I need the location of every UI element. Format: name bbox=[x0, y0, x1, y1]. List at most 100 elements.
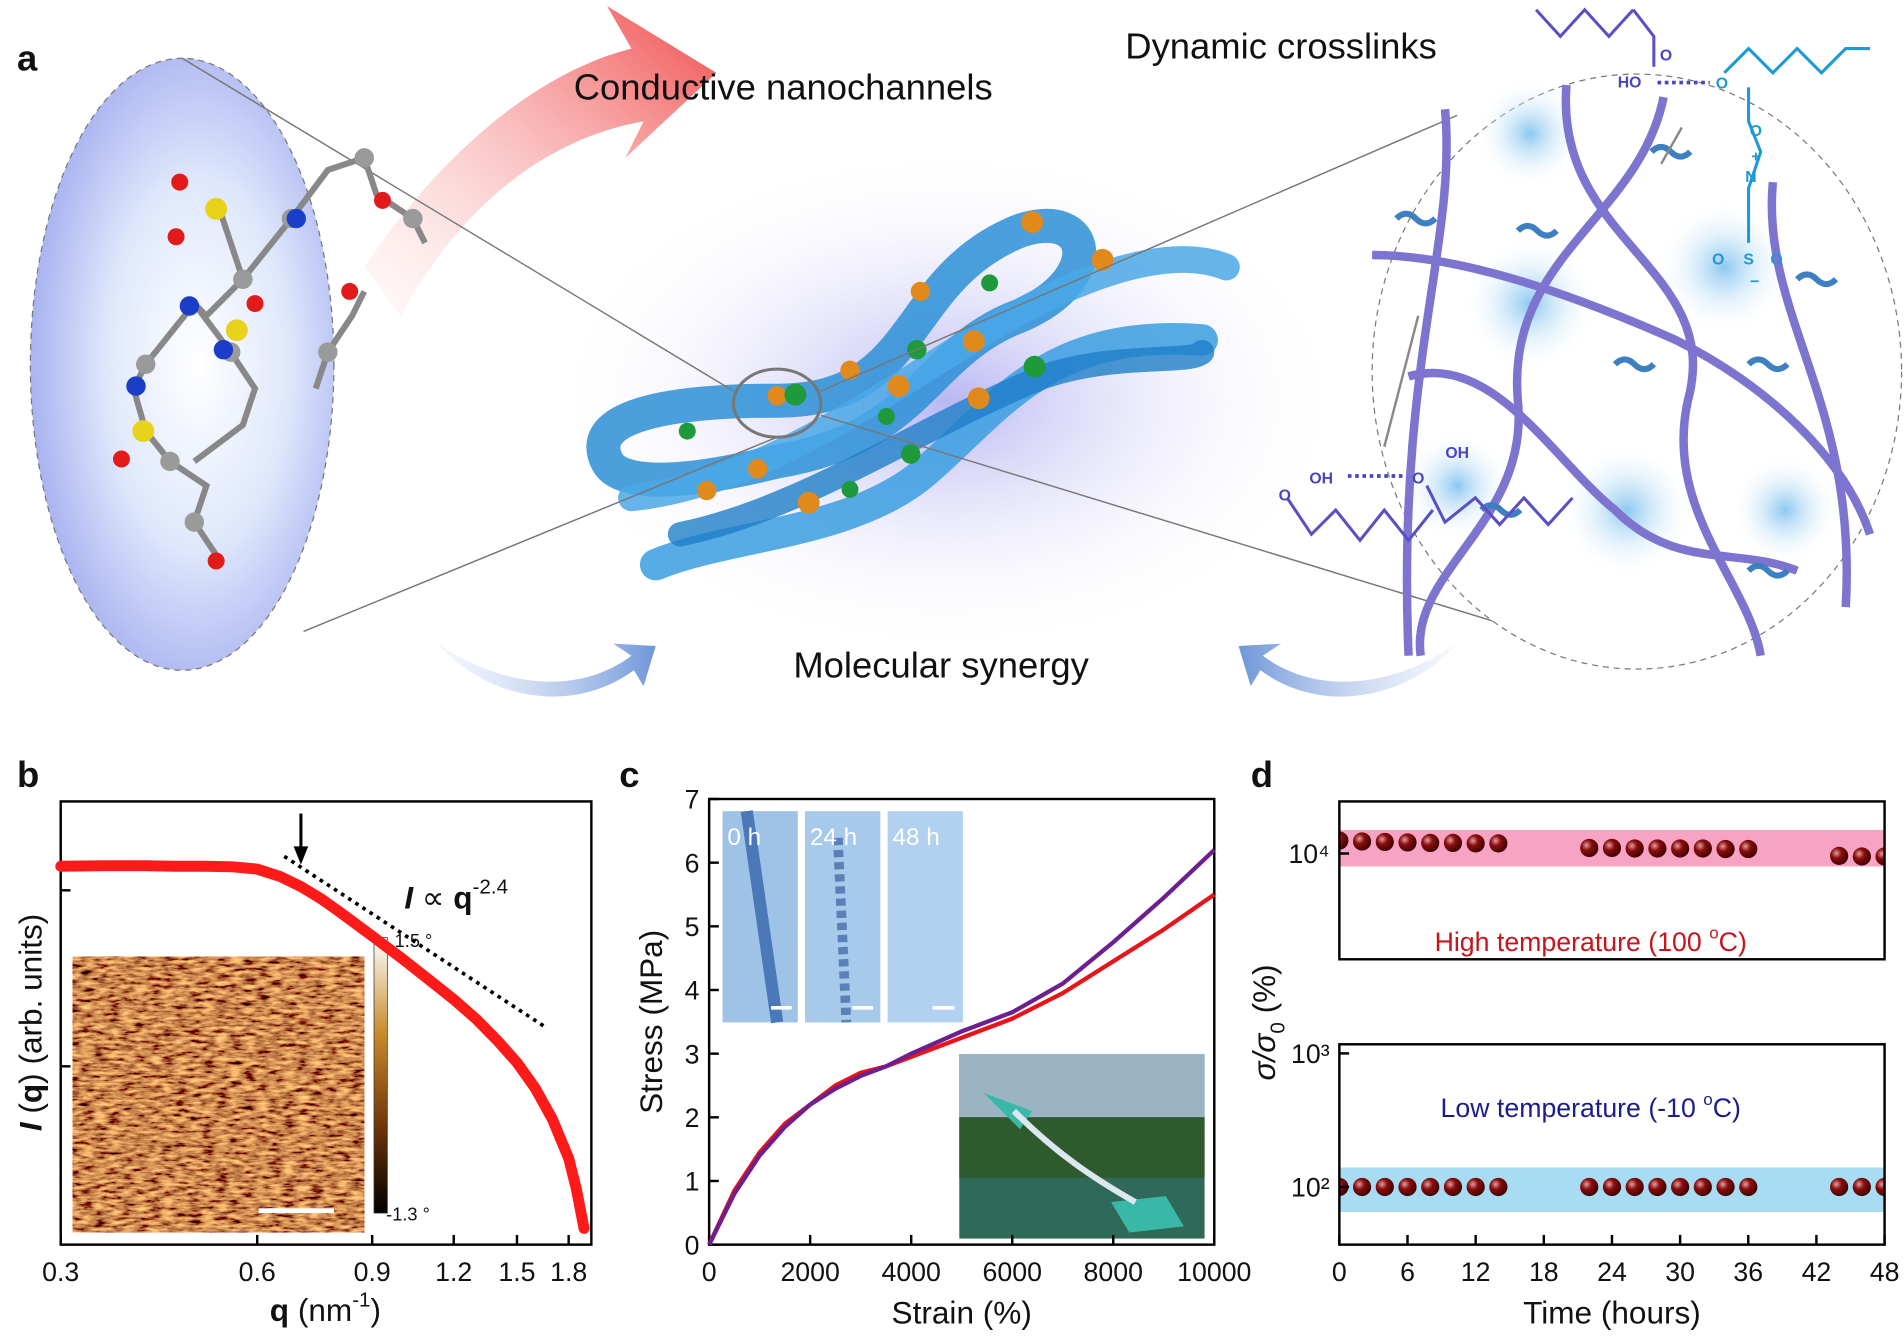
point bbox=[1625, 839, 1644, 858]
chem-label: O bbox=[1712, 252, 1724, 269]
y-tick-label: 3 bbox=[685, 1039, 700, 1069]
point bbox=[1875, 1177, 1885, 1197]
zoom-lines bbox=[181, 57, 1567, 645]
point bbox=[1716, 1177, 1735, 1197]
fiber bbox=[740, 810, 784, 1024]
pointer-arrows bbox=[1383, 126, 1683, 448]
stress-curve bbox=[707, 848, 1216, 1246]
y-tick-label: 1 bbox=[685, 1167, 700, 1197]
plot-frame bbox=[59, 800, 593, 1246]
x-tick-label: 1.2 bbox=[435, 1257, 472, 1287]
annotation-part: ∝ bbox=[413, 879, 453, 915]
subplot bbox=[1339, 1167, 1885, 1212]
annotation-part: -2.4 bbox=[473, 876, 509, 899]
point bbox=[1693, 1177, 1712, 1197]
panel-label: b bbox=[17, 754, 39, 795]
point bbox=[1602, 838, 1622, 858]
y-axis-label-part: ( bbox=[12, 1103, 48, 1123]
point bbox=[1602, 1177, 1622, 1197]
point bbox=[1875, 847, 1885, 866]
point bbox=[1648, 1177, 1667, 1197]
colorbar bbox=[373, 937, 388, 1214]
ions bbox=[678, 211, 1114, 514]
zwitterion-chain bbox=[1723, 46, 1870, 243]
y-axis-label-part: σ/σ bbox=[1246, 1032, 1282, 1081]
point bbox=[1580, 838, 1599, 858]
x-tick-label: 1.8 bbox=[550, 1257, 587, 1287]
inset-label: 0 h bbox=[727, 824, 761, 851]
h-bonds bbox=[1347, 80, 1710, 478]
panel-label: d bbox=[1251, 754, 1273, 795]
x-tick-label: 18 bbox=[1529, 1257, 1559, 1287]
x-axis-label-part: -1 bbox=[352, 1289, 370, 1312]
point bbox=[1716, 839, 1735, 859]
chem-label: − bbox=[1750, 274, 1759, 291]
plot-frame bbox=[707, 797, 1216, 1246]
point bbox=[1466, 834, 1485, 853]
point bbox=[1671, 1177, 1690, 1197]
chem-label: + bbox=[1751, 149, 1760, 166]
x-tick-label: 4000 bbox=[881, 1257, 940, 1287]
chem-label: OH bbox=[1309, 470, 1333, 487]
y-tick-label: 7 bbox=[685, 785, 700, 815]
point bbox=[1489, 1177, 1508, 1197]
x-tick-label: 0.3 bbox=[42, 1257, 79, 1287]
y-axis-label-part: I bbox=[12, 1121, 48, 1131]
annotation: I ∝ q-2.4 bbox=[404, 876, 508, 916]
inset-label: 48 h bbox=[893, 824, 940, 851]
y-axis-label: I (q) (arb. units) bbox=[12, 914, 48, 1131]
point bbox=[1625, 1177, 1644, 1197]
x-tick-label: 0.6 bbox=[239, 1257, 276, 1287]
point bbox=[1648, 839, 1667, 858]
schematic-title: Molecular synergy bbox=[793, 645, 1089, 686]
y-axis-label-part: (%) bbox=[1246, 964, 1282, 1022]
point bbox=[1352, 832, 1372, 851]
schematic-title: Conductive nanochannels bbox=[574, 67, 993, 108]
inset-label: 24 h bbox=[810, 824, 857, 851]
y-axis-label-part: ) (arb. units) bbox=[12, 914, 48, 1084]
sky bbox=[959, 1054, 1205, 1127]
y-tick-label: 10² bbox=[1291, 1173, 1330, 1203]
point bbox=[1489, 834, 1508, 853]
x-tick-label: 24 bbox=[1597, 1257, 1627, 1287]
y-tick-label: 2 bbox=[685, 1103, 700, 1133]
pink-arrow bbox=[364, 6, 717, 316]
subplot bbox=[1339, 829, 1885, 867]
point bbox=[1375, 1177, 1394, 1197]
x-tick-label: 0.9 bbox=[354, 1257, 391, 1287]
saxs-curve bbox=[55, 860, 590, 1234]
network-chains bbox=[1372, 84, 1875, 657]
acid-chains bbox=[1285, 7, 1656, 543]
chem-label: N bbox=[1745, 169, 1756, 186]
plot-frame bbox=[1338, 800, 1886, 961]
annotation-part: I bbox=[404, 879, 414, 915]
annotation: High temperature (100 oC) bbox=[1435, 924, 1747, 957]
x-tick-label: 6000 bbox=[983, 1257, 1042, 1287]
x-axis-label: Time (hours) bbox=[1523, 1295, 1701, 1331]
point bbox=[1352, 1177, 1372, 1197]
blue-arrow-left bbox=[437, 643, 656, 697]
x-tick-label: 42 bbox=[1802, 1257, 1832, 1287]
point bbox=[1852, 1177, 1871, 1197]
x-axis-label-part: q bbox=[270, 1292, 289, 1328]
molecule-ellipse bbox=[29, 57, 335, 671]
annotation-part: High temperature (100 bbox=[1435, 927, 1710, 957]
fit-line bbox=[283, 854, 545, 1028]
x-tick-label: 30 bbox=[1665, 1257, 1695, 1287]
y-axis-label: σ/σ0 (%) bbox=[1246, 964, 1290, 1080]
point bbox=[1830, 846, 1849, 865]
point bbox=[1739, 1177, 1758, 1197]
c-insets bbox=[722, 810, 1205, 1239]
gloves bbox=[983, 1092, 1184, 1233]
annotation-part: o bbox=[1703, 1090, 1712, 1109]
y-tick-label: 10⁴ bbox=[1288, 839, 1329, 869]
annotation-part: C) bbox=[1713, 1093, 1741, 1123]
stretched-film bbox=[1011, 1108, 1137, 1205]
point bbox=[1580, 1177, 1599, 1197]
chem-label: HO bbox=[1618, 74, 1642, 91]
chem-label: S bbox=[1743, 252, 1754, 269]
point bbox=[1671, 839, 1690, 858]
afm-image bbox=[72, 956, 365, 1233]
